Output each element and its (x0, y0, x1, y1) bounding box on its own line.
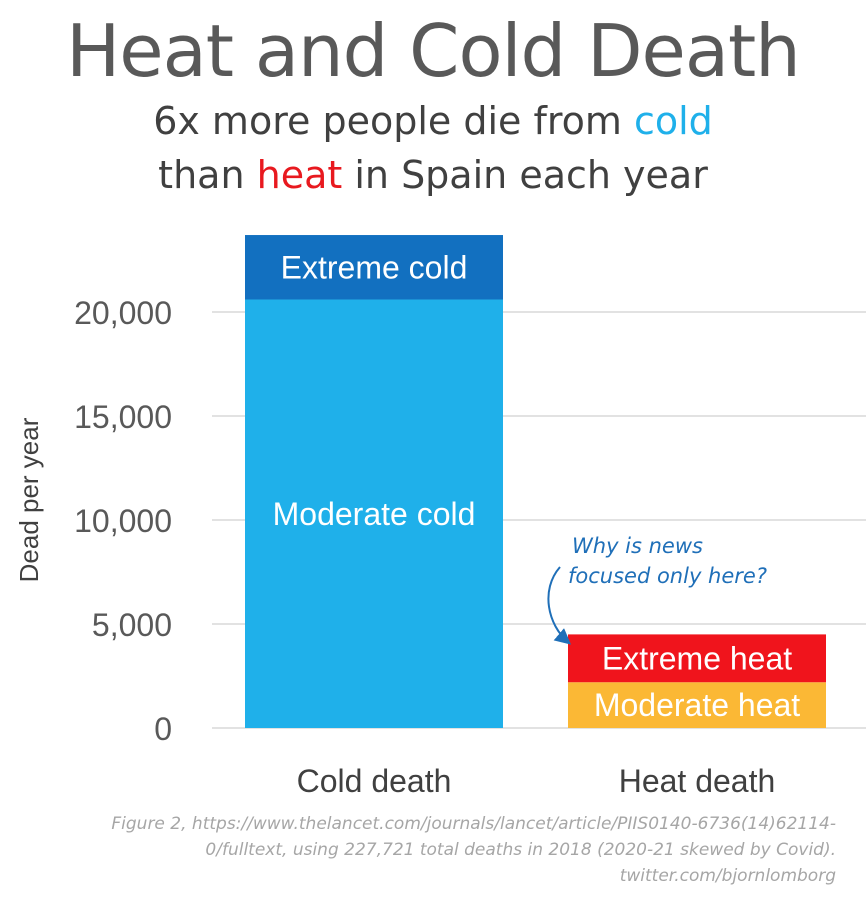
y-axis-label: Dead per year (14, 417, 44, 582)
y-tick-label: 0 (154, 711, 172, 747)
y-tick-label: 5,000 (92, 607, 172, 643)
annotation-line-1: Why is news (572, 534, 703, 558)
subtitle-cold-word: cold (633, 99, 713, 143)
segment-label: Moderate heat (594, 687, 800, 723)
source-line-1: Figure 2, https://www.thelancet.com/jour… (111, 814, 836, 834)
segment-label: Extreme cold (281, 249, 468, 285)
subtitle-text: than (158, 153, 257, 197)
segment-label: Extreme heat (602, 640, 792, 676)
bar-extreme-heat (568, 634, 826, 683)
x-tick-label: Cold death (297, 763, 452, 799)
segment-label: Moderate cold (273, 496, 476, 532)
subtitle-text: 6x more people die from (153, 99, 634, 143)
y-tick-label: 20,000 (74, 295, 172, 331)
subtitle-text: in Spain each year (342, 153, 708, 197)
bar-moderate-heat (568, 682, 826, 728)
bar-extreme-cold (245, 235, 503, 300)
y-tick-label: 15,000 (74, 399, 172, 435)
subtitle-line-1: 6x more people die from cold (0, 98, 866, 144)
source-line-3: twitter.com/bjornlomborg (619, 866, 836, 886)
chart-title: Heat and Cold Death (66, 9, 801, 93)
y-tick-label: 10,000 (74, 503, 172, 539)
source-line-2: 0/fulltext, using 227,721 total deaths i… (205, 840, 836, 860)
annotation-line-2: focused only here? (568, 564, 767, 588)
subtitle-line-2: than heat in Spain each year (0, 152, 866, 198)
annotation-arrow (547, 566, 572, 645)
bar-moderate-cold (245, 299, 503, 728)
subtitle-heat-word: heat (256, 153, 343, 197)
x-tick-label: Heat death (619, 763, 776, 799)
